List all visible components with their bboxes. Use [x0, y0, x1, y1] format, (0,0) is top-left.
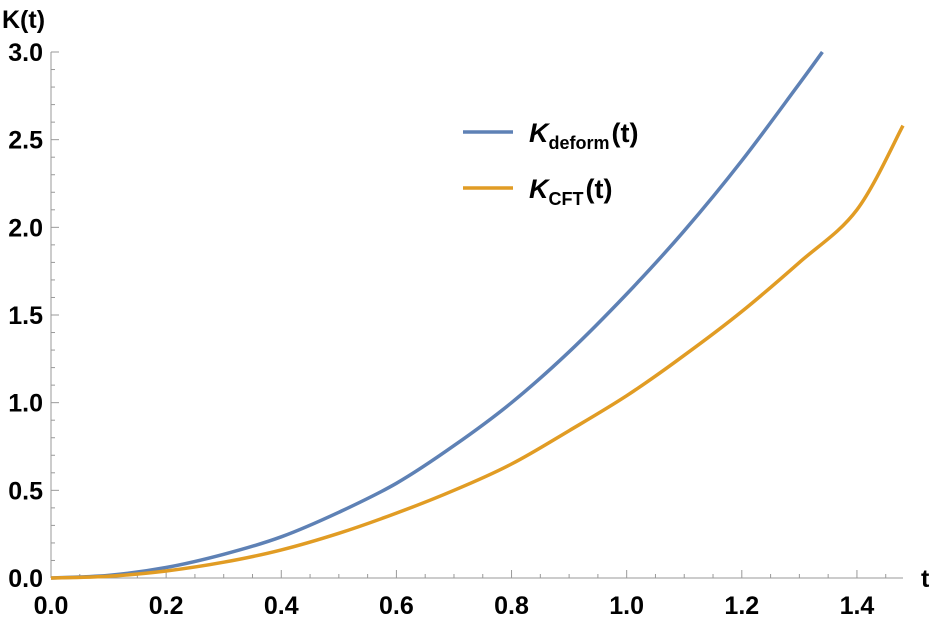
legend: Kdeform(t) KCFT(t): [463, 118, 639, 209]
tick-marks: [50, 51, 887, 579]
y-tick-label: 3.0: [8, 39, 43, 67]
y-tick-label: 0.5: [8, 477, 43, 505]
legend-label: KCFT(t): [529, 174, 612, 209]
y-tick-label: 1.0: [8, 390, 43, 418]
y-tick-label: 2.5: [8, 127, 43, 155]
tick-labels: 0.0 0.2 0.4 0.6 0.8 1.0 1.2 1.4 0.0 0.5 1.0 1.5 2.0 2…: [8, 39, 874, 620]
series-line-deform: [50, 50, 824, 580]
x-tick-label: 1.2: [724, 592, 759, 620]
x-tick-label: 0.8: [494, 592, 529, 620]
series-line-cft: [50, 124, 905, 580]
y-tick-label: 0.0: [8, 565, 43, 593]
x-tick-label: 0.2: [149, 592, 184, 620]
series-lines: [50, 50, 905, 580]
y-tick-label: 1.5: [8, 302, 43, 330]
legend-label: Kdeform(t): [529, 118, 639, 153]
x-tick-label: 1.0: [609, 592, 644, 620]
x-tick-label: 0.6: [379, 592, 414, 620]
x-tick-label: 1.4: [840, 592, 875, 620]
x-tick-label: 0.4: [264, 592, 299, 620]
x-tick-label: 0.0: [34, 592, 69, 620]
x-axis-title: t: [921, 565, 930, 593]
y-tick-label: 2.0: [8, 214, 43, 242]
y-axis-title: K(t): [2, 6, 45, 34]
